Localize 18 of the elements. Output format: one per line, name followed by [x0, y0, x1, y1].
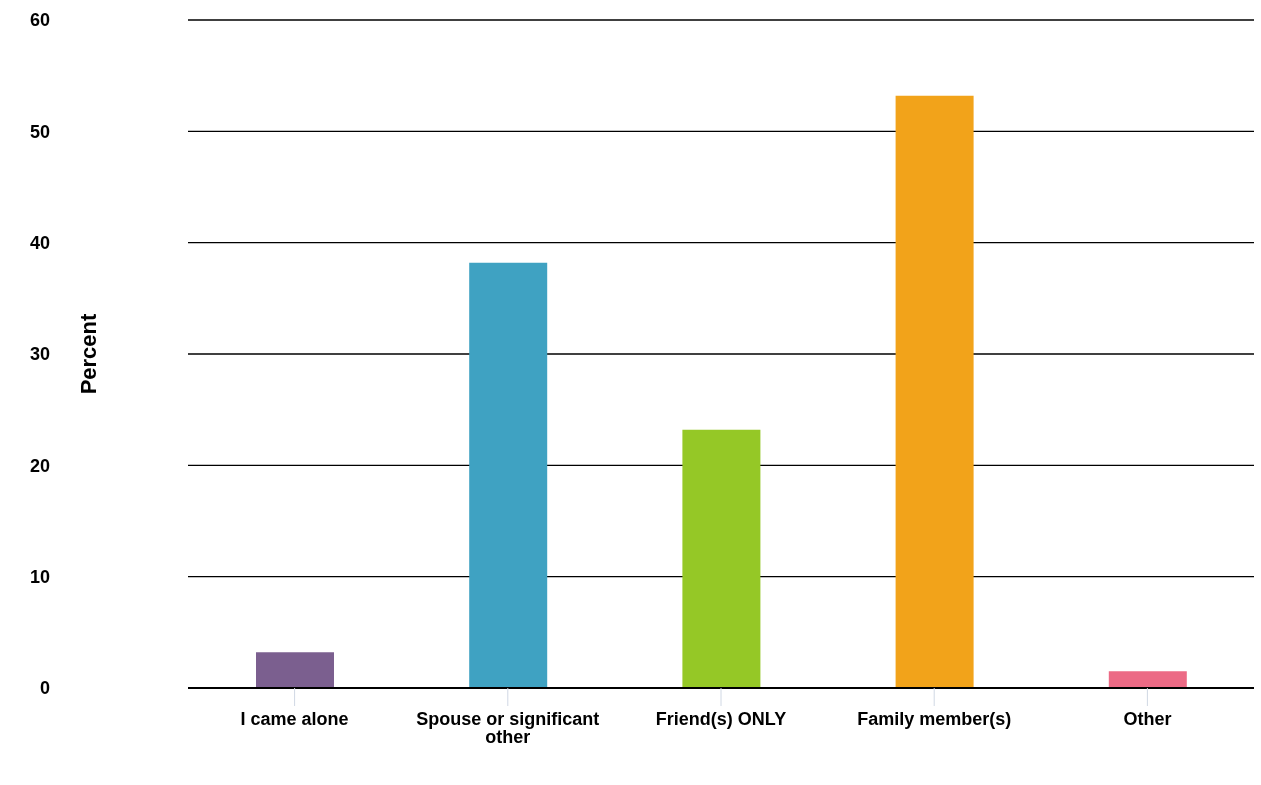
bar	[256, 652, 334, 688]
y-tick-label: 10	[29, 567, 50, 588]
x-tick-label: Family member(s)	[857, 708, 1012, 729]
y-tick-label: 0	[39, 678, 50, 699]
x-tick-label: I came alone	[240, 708, 349, 729]
y-tick-label: 40	[29, 233, 50, 254]
y-tick-label: 20	[29, 455, 50, 476]
y-tick-label: 30	[29, 344, 50, 365]
bar	[682, 429, 761, 688]
y-axis-title: Percent	[75, 312, 101, 395]
x-tick-label: Spouse or significant other	[416, 708, 600, 747]
bar	[895, 95, 974, 688]
y-tick-label: 50	[29, 121, 50, 142]
x-tick-label: Friend(s) ONLY	[655, 708, 787, 729]
y-tick-label: 60	[29, 10, 50, 31]
bar	[1108, 671, 1187, 688]
bar	[469, 262, 548, 688]
x-tick-label: Other	[1123, 708, 1172, 729]
